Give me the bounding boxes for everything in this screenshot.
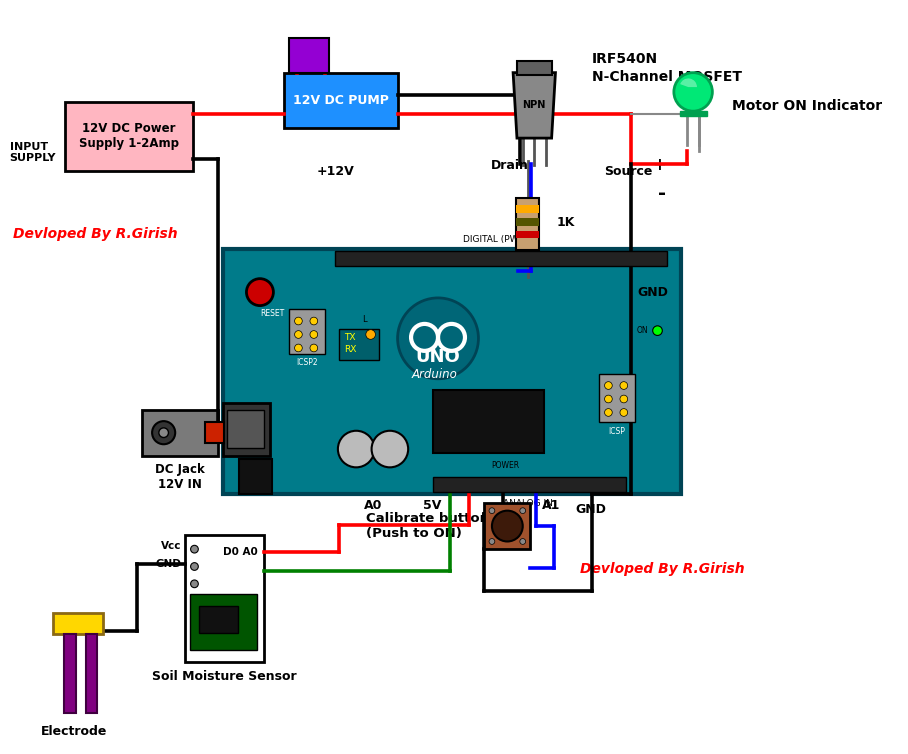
Circle shape (159, 428, 169, 437)
Text: Devloped By R.Girish: Devloped By R.Girish (14, 228, 178, 241)
Bar (335, 251, 667, 266)
Text: INPUT
SUPPLY: INPUT SUPPLY (10, 142, 56, 164)
Circle shape (620, 395, 627, 403)
Text: Arduino: Arduino (411, 368, 457, 382)
Circle shape (310, 317, 318, 325)
Bar (516, 206, 539, 213)
Bar (185, 535, 263, 662)
Bar (239, 458, 272, 495)
Bar (516, 218, 539, 225)
Circle shape (605, 395, 612, 403)
Text: Drain: Drain (491, 159, 529, 173)
Bar (516, 231, 539, 238)
Text: ON: ON (637, 326, 648, 335)
Circle shape (605, 409, 612, 416)
Bar (289, 38, 330, 72)
Wedge shape (680, 78, 697, 87)
Bar (190, 594, 257, 650)
Text: Source: Source (605, 165, 653, 178)
Circle shape (191, 597, 198, 605)
Bar (53, 613, 103, 634)
Text: Electrode: Electrode (41, 725, 107, 738)
Text: IRF540N: IRF540N (592, 52, 658, 66)
Bar (199, 606, 238, 633)
Circle shape (620, 409, 627, 416)
Text: GND: GND (576, 503, 607, 516)
Circle shape (246, 279, 273, 305)
Text: GND: GND (637, 286, 668, 299)
Circle shape (674, 72, 713, 111)
Text: 12V DC PUMP: 12V DC PUMP (293, 94, 389, 107)
Bar (598, 374, 636, 422)
Bar (284, 72, 398, 128)
Polygon shape (513, 72, 556, 138)
Text: 5V: 5V (422, 499, 441, 513)
Circle shape (371, 431, 409, 467)
Bar (680, 111, 706, 116)
Text: DIGITAL (PWM~): DIGITAL (PWM~) (463, 235, 538, 244)
Bar (339, 329, 380, 360)
Bar (85, 634, 97, 713)
Circle shape (191, 580, 198, 587)
Bar (517, 61, 552, 75)
Bar (205, 422, 224, 443)
Text: Calibrate button
(Push to ON): Calibrate button (Push to ON) (366, 512, 489, 540)
Circle shape (191, 545, 198, 553)
Bar (65, 102, 192, 171)
Text: ICSP: ICSP (608, 427, 626, 436)
Circle shape (294, 344, 302, 352)
Text: NPN: NPN (523, 100, 546, 110)
Bar (484, 503, 530, 549)
Circle shape (653, 326, 662, 336)
Circle shape (294, 317, 302, 325)
Text: N-Channel MOSFET: N-Channel MOSFET (592, 70, 742, 84)
Circle shape (191, 562, 198, 570)
Text: 12V DC Power
Supply 1-2Amp: 12V DC Power Supply 1-2Amp (79, 122, 179, 150)
Text: POWER: POWER (491, 461, 519, 470)
Text: ANALOG IN: ANALOG IN (503, 499, 552, 508)
Text: D0 A0: D0 A0 (223, 547, 258, 557)
Text: +: + (652, 156, 666, 174)
Circle shape (398, 298, 479, 379)
Bar (289, 309, 325, 354)
Circle shape (489, 538, 495, 544)
Text: Motor ON Indicator: Motor ON Indicator (732, 100, 882, 113)
Text: Vcc: Vcc (161, 541, 181, 551)
Circle shape (153, 421, 175, 444)
Circle shape (489, 507, 495, 513)
Text: Devloped By R.Girish: Devloped By R.Girish (580, 562, 745, 576)
Text: DC Jack
12V IN: DC Jack 12V IN (155, 464, 205, 492)
Text: L: L (362, 315, 367, 324)
Text: GND: GND (155, 559, 181, 569)
Circle shape (520, 538, 526, 544)
Circle shape (520, 507, 526, 513)
Circle shape (605, 382, 612, 389)
Circle shape (338, 431, 374, 467)
Text: 1K: 1K (557, 216, 575, 229)
Text: -: - (658, 185, 666, 204)
Circle shape (492, 510, 523, 541)
Bar (223, 403, 270, 455)
Text: A0: A0 (364, 499, 382, 513)
Circle shape (310, 344, 318, 352)
Bar (227, 409, 263, 448)
Text: Soil Moisture Sensor: Soil Moisture Sensor (152, 670, 297, 682)
Bar (516, 198, 539, 250)
Circle shape (620, 382, 627, 389)
Circle shape (310, 331, 318, 339)
Circle shape (366, 329, 375, 339)
Text: TX: TX (343, 333, 355, 342)
Text: RX: RX (343, 345, 356, 354)
Bar (433, 391, 544, 453)
Text: RESET: RESET (261, 309, 284, 318)
Bar (143, 409, 218, 455)
Text: A1: A1 (542, 499, 560, 513)
Text: UNO: UNO (416, 348, 460, 366)
Bar (433, 477, 626, 492)
Text: +12V: +12V (316, 165, 354, 178)
Bar (64, 634, 76, 713)
Text: ICSP2: ICSP2 (296, 357, 318, 366)
Circle shape (294, 331, 302, 339)
Bar (223, 249, 681, 495)
